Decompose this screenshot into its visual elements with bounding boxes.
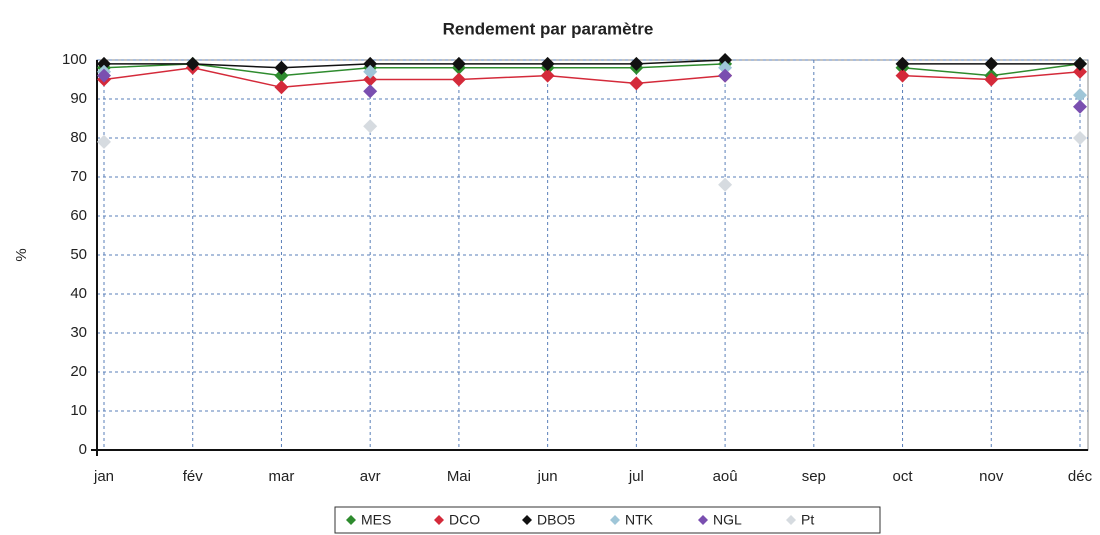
x-tick-label: avr xyxy=(360,468,381,485)
data-point xyxy=(97,56,111,71)
x-tick-label: oct xyxy=(893,468,914,485)
data-point xyxy=(540,68,555,83)
x-tick-label: déc xyxy=(1068,468,1093,485)
data-point xyxy=(984,56,999,71)
data-point xyxy=(540,56,555,71)
data-point xyxy=(1073,131,1087,145)
data-point xyxy=(718,68,733,83)
legend-label: DCO xyxy=(449,512,480,528)
data-point xyxy=(718,53,733,67)
y-tick-label: 50 xyxy=(70,246,87,263)
y-tick-label: 60 xyxy=(70,207,87,224)
legend-marker xyxy=(786,515,796,525)
x-tick-label: sep xyxy=(802,468,826,485)
data-point xyxy=(1073,64,1087,79)
legend-marker xyxy=(698,515,708,525)
y-tick-label: 20 xyxy=(70,363,87,380)
legend-label: Pt xyxy=(801,512,814,528)
y-tick-label: 30 xyxy=(70,324,87,341)
data-point xyxy=(718,177,733,192)
data-point xyxy=(97,134,111,149)
x-tick-label: nov xyxy=(979,468,1004,485)
data-point xyxy=(984,72,999,87)
legend-marker xyxy=(346,515,356,525)
data-point xyxy=(274,68,289,83)
x-tick-label: jan xyxy=(93,468,114,485)
y-tick-label: 0 xyxy=(79,441,87,458)
data-point xyxy=(1073,99,1087,114)
x-tick-label: jul xyxy=(628,468,644,485)
data-point xyxy=(363,56,378,71)
y-tick-label: 80 xyxy=(70,129,87,146)
x-tick-label: mar xyxy=(269,468,295,485)
legend-marker xyxy=(522,515,532,525)
legend-label: NGL xyxy=(713,512,742,528)
x-tick-label: aoû xyxy=(713,468,738,485)
data-point xyxy=(1073,88,1087,103)
data-point xyxy=(97,68,111,83)
data-point xyxy=(185,56,200,71)
x-tick-label: Mai xyxy=(447,468,471,485)
data-point xyxy=(629,56,644,71)
legend-label: MES xyxy=(361,512,391,528)
legend-box xyxy=(334,506,881,534)
data-point xyxy=(629,76,644,91)
data-point xyxy=(1073,56,1087,71)
data-point xyxy=(718,60,733,75)
y-axis-label: % xyxy=(13,248,30,261)
chart-title: Rendement par paramètre xyxy=(443,19,654,38)
y-tick-label: 70 xyxy=(70,168,87,185)
x-tick-label: jun xyxy=(537,468,558,485)
data-point xyxy=(895,56,910,71)
data-point xyxy=(363,72,378,87)
legend-marker xyxy=(610,515,620,525)
data-point xyxy=(274,80,289,95)
y-tick-label: 10 xyxy=(70,402,87,419)
y-tick-label: 40 xyxy=(70,285,87,302)
data-point xyxy=(363,84,378,99)
data-point xyxy=(274,60,289,75)
legend-marker xyxy=(434,515,444,525)
data-point xyxy=(895,68,910,83)
legend-label: DBO5 xyxy=(537,512,575,528)
data-point xyxy=(451,56,466,71)
legend-label: NTK xyxy=(625,512,654,528)
y-tick-label: 90 xyxy=(70,90,87,107)
data-point xyxy=(451,72,466,87)
plot-area xyxy=(96,59,1089,451)
x-tick-label: fév xyxy=(183,468,204,485)
data-point xyxy=(363,64,378,79)
y-tick-label: 100 xyxy=(62,51,87,68)
data-point xyxy=(363,119,378,134)
